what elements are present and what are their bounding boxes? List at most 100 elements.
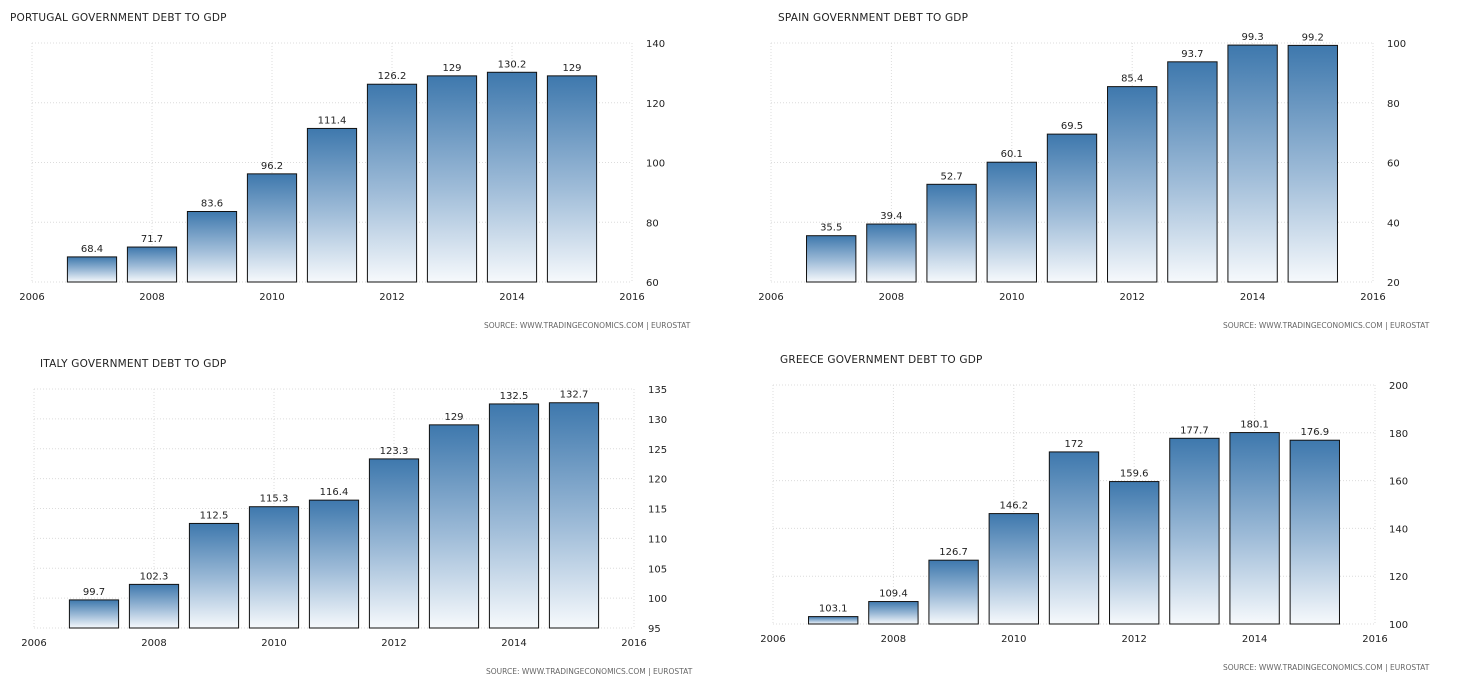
data-label: 176.9 [1300, 427, 1329, 438]
data-label: 115.3 [260, 494, 289, 505]
y-tick-label: 140 [646, 39, 665, 50]
y-tick-label: 100 [1387, 39, 1406, 50]
data-label: 99.3 [1241, 32, 1263, 43]
data-label: 109.4 [879, 589, 908, 600]
bar-2012 [366, 83, 418, 283]
chart-source: SOURCE: WWW.TRADINGECONOMICS.COM | EUROS… [1223, 321, 1430, 330]
x-tick-label: 2016 [621, 638, 646, 649]
x-tick-label: 2014 [1242, 634, 1267, 645]
bar-2015 [1289, 439, 1340, 625]
bar-2014 [486, 71, 538, 283]
bar-2011 [1048, 451, 1100, 625]
y-tick-label: 60 [646, 278, 659, 289]
data-label: 68.4 [81, 244, 103, 255]
x-tick-label: 2008 [881, 634, 906, 645]
x-tick-label: 2014 [501, 638, 526, 649]
data-label: 111.4 [318, 115, 347, 126]
x-tick-label: 2010 [1001, 634, 1026, 645]
bar-2012 [1109, 481, 1160, 625]
data-label: 102.3 [140, 571, 169, 582]
data-label: 35.5 [820, 223, 842, 234]
y-tick-label: 115 [648, 505, 667, 516]
data-label: 130.2 [498, 59, 527, 70]
bar-2009 [928, 559, 979, 625]
bar-2010 [248, 506, 300, 629]
x-tick-label: 2006 [21, 638, 46, 649]
data-label: 126.2 [378, 71, 407, 82]
data-label: 83.6 [201, 198, 223, 209]
data-label: 85.4 [1121, 74, 1143, 85]
data-label: 116.4 [320, 487, 349, 498]
y-tick-label: 135 [648, 385, 667, 396]
x-tick-label: 2014 [499, 292, 524, 303]
y-tick-label: 160 [1389, 477, 1408, 488]
data-label: 129 [562, 63, 581, 74]
bar-2008 [868, 601, 919, 625]
data-label: 180.1 [1240, 420, 1269, 431]
bar-2007 [808, 616, 859, 625]
bar-2013 [1167, 61, 1218, 283]
bar-2015 [548, 402, 600, 629]
y-tick-label: 95 [648, 624, 661, 635]
x-tick-label: 2012 [1121, 634, 1146, 645]
bar-2014 [488, 403, 540, 629]
bar-2013 [1169, 437, 1220, 625]
data-label: 177.7 [1180, 425, 1209, 436]
x-tick-label: 2010 [261, 638, 286, 649]
chart-source: SOURCE: WWW.TRADINGECONOMICS.COM | EUROS… [1223, 663, 1430, 672]
data-label: 39.4 [880, 211, 902, 222]
chart-source: SOURCE: WWW.TRADINGECONOMICS.COM | EUROS… [486, 667, 693, 676]
spain-bar-chart: 20 40 60 80 100 2006 2008 2010 2012 2014 2016 35.5 3… [758, 32, 1406, 303]
y-tick-label: 100 [1389, 620, 1408, 631]
bar-2013 [428, 424, 480, 629]
y-tick-label: 120 [648, 475, 667, 486]
bar-2009 [188, 522, 240, 629]
data-label: 129 [442, 63, 461, 74]
x-tick-label: 2012 [1119, 292, 1144, 303]
x-tick-label: 2008 [141, 638, 166, 649]
bar-2015 [1287, 44, 1338, 283]
data-label: 103.1 [819, 604, 848, 615]
bar-2008 [126, 246, 178, 283]
bar-2007 [66, 256, 118, 283]
data-label: 132.5 [500, 391, 529, 402]
data-label: 99.2 [1302, 32, 1324, 43]
y-tick-label: 20 [1387, 278, 1400, 289]
data-label: 69.5 [1061, 121, 1083, 132]
bar-2008 [866, 223, 917, 283]
chart-title: GREECE GOVERNMENT DEBT TO GDP [780, 354, 983, 366]
bar-2009 [926, 183, 977, 283]
bar-2013 [426, 75, 478, 283]
data-label: 71.7 [141, 234, 163, 245]
x-tick-label: 2012 [379, 292, 404, 303]
data-label: 52.7 [940, 171, 962, 182]
y-tick-label: 130 [648, 415, 667, 426]
portugal-chart-panel: PORTUGAL GOVERNMENT DEBT TO GDP 60 80 100 1… [0, 0, 733, 341]
italy-bar-chart: 95 100 105 110 115 120 125 130 135 2006 2008 2010 20… [21, 385, 667, 649]
y-tick-label: 140 [1389, 524, 1408, 535]
y-tick-label: 200 [1389, 381, 1408, 392]
x-tick-label: 2010 [259, 292, 284, 303]
data-label: 96.2 [261, 161, 283, 172]
data-label: 132.7 [560, 390, 589, 401]
data-label: 129 [444, 412, 463, 423]
x-tick-label: 2016 [1362, 634, 1387, 645]
chart-source: SOURCE: WWW.TRADINGECONOMICS.COM | EUROS… [484, 321, 691, 330]
x-tick-label: 2016 [619, 292, 644, 303]
chart-title: SPAIN GOVERNMENT DEBT TO GDP [778, 12, 969, 24]
data-label: 99.7 [83, 587, 105, 598]
y-tick-label: 60 [1387, 159, 1400, 170]
bar-2010 [246, 173, 298, 283]
data-label: 172 [1064, 439, 1083, 450]
y-tick-label: 110 [648, 534, 667, 545]
greece-chart-panel: GREECE GOVERNMENT DEBT TO GDP 100 120 140 1… [733, 341, 1466, 682]
bar-2014 [1229, 432, 1280, 625]
bar-2012 [368, 458, 420, 629]
bar-2014 [1227, 44, 1278, 283]
chart-title: ITALY GOVERNMENT DEBT TO GDP [40, 358, 227, 370]
x-tick-label: 2016 [1360, 292, 1385, 303]
x-tick-label: 2008 [139, 292, 164, 303]
y-tick-label: 80 [646, 218, 659, 229]
bar-2015 [546, 75, 598, 283]
bar-2012 [1107, 86, 1158, 283]
